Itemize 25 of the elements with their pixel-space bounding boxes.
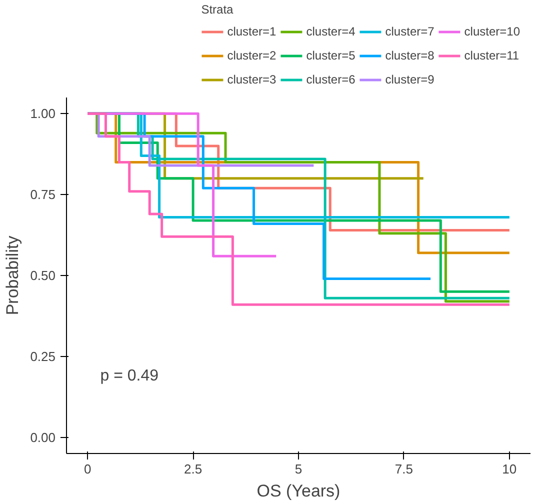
x-tick-label: 7.5 [394,462,413,476]
legend-label: cluster=3 [227,72,276,86]
x-tick-label: 0 [84,462,92,476]
legend-label: cluster=8 [385,48,434,62]
legend-label: cluster=2 [227,48,276,62]
legend-label: cluster=1 [227,24,276,38]
legend-title: Strata [201,2,234,16]
y-tick-label: 0.50 [30,268,56,283]
legend-label: cluster=9 [385,72,434,86]
legend-label: cluster=7 [385,24,434,38]
x-tick-label: 2.5 [184,462,202,476]
y-tick-label: 0.00 [30,430,56,445]
y-tick-label: 0.25 [30,348,56,364]
legend-label: cluster=10 [464,24,520,38]
annotation: p = 0.49 [100,367,159,384]
y-axis-title: Probability [3,235,22,316]
legend-label: cluster=5 [306,48,356,62]
legend-label: cluster=6 [306,72,356,86]
y-tick-label: 1.00 [30,106,56,122]
x-axis-title: OS (Years) [256,482,340,500]
legend-label: cluster=4 [306,24,356,38]
legend-label: cluster=11 [464,48,520,62]
y-tick-label: 0.75 [30,187,56,202]
x-tick-label: 10 [502,462,517,476]
x-tick-label: 5 [294,462,302,476]
